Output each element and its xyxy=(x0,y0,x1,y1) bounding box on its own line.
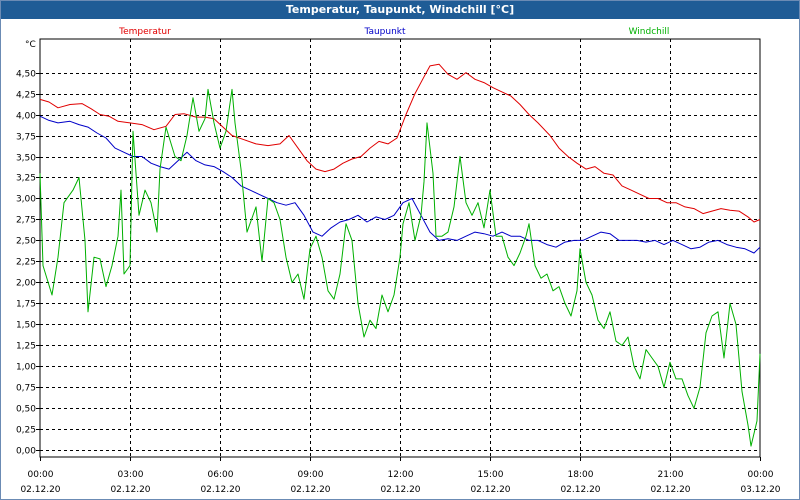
x-tick-date: 02.12.20 xyxy=(200,485,240,495)
y-tick-label: 4,50 xyxy=(16,70,36,80)
legend-label-taupunkt: Taupunkt xyxy=(363,27,406,37)
x-tick-date: 03.12.20 xyxy=(740,485,780,495)
y-tick-label: 1,50 xyxy=(16,321,36,331)
x-axis-ticks: 00:00 02.12.20 03:00 02.12.20 06:00 02.12.20 0… xyxy=(20,457,781,495)
y-tick-label: 3,25 xyxy=(16,174,36,184)
x-tick-time: 09:00 xyxy=(298,470,324,480)
x-tick-time: 03:00 xyxy=(118,470,144,480)
legend-label-temperatur: Temperatur xyxy=(118,27,171,37)
y-tick-label: 1,00 xyxy=(16,363,36,373)
y-tick-label: 1,25 xyxy=(16,342,36,352)
x-tick-time: 06:00 xyxy=(208,470,234,480)
series-lines xyxy=(39,63,761,447)
x-tick-date: 02.12.20 xyxy=(650,485,690,495)
y-tick-label: 2,75 xyxy=(16,216,36,226)
x-tick-date: 02.12.20 xyxy=(110,485,150,495)
x-tick-date: 02.12.20 xyxy=(380,485,420,495)
y-tick-label: 0,25 xyxy=(16,426,36,436)
y-tick-label: 3,00 xyxy=(16,195,36,205)
grid xyxy=(40,39,760,457)
x-tick-date: 02.12.20 xyxy=(560,485,600,495)
y-tick-label: 1,75 xyxy=(16,300,36,310)
x-tick-date: 02.12.20 xyxy=(470,485,510,495)
x-tick-time: 15:00 xyxy=(478,470,504,480)
x-tick-date: 02.12.20 xyxy=(20,485,60,495)
series-line-taupunkt xyxy=(39,115,761,254)
y-tick-label: 3,75 xyxy=(16,133,36,143)
y-tick-label: 4,25 xyxy=(16,91,36,101)
x-tick-time: 00:00 xyxy=(28,470,54,480)
y-tick-label: 3,50 xyxy=(16,154,36,164)
y-tick-label: 2,25 xyxy=(16,258,36,268)
y-tick-label: 2,00 xyxy=(16,279,36,289)
x-tick-time: 18:00 xyxy=(568,470,594,480)
y-tick-label: 0,00 xyxy=(16,447,36,457)
y-tick-label: 2,50 xyxy=(16,237,36,247)
x-tick-time: 00:00 xyxy=(748,470,774,480)
series-line-temperatur xyxy=(39,63,761,223)
x-tick-time: 21:00 xyxy=(658,470,684,480)
y-tick-label: 4,00 xyxy=(16,112,36,122)
x-tick-time: 12:00 xyxy=(388,470,414,480)
legend-label-windchill: Windchill xyxy=(629,27,670,37)
y-tick-label: 0,50 xyxy=(16,405,36,415)
y-axis-ticks: 0,00 0,25 0,50 0,75 1,00 1,25 1,50 1,75 2,00 2,25… xyxy=(16,70,40,457)
y-axis-unit: °C xyxy=(25,40,36,50)
y-tick-label: 0,75 xyxy=(16,384,36,394)
x-tick-date: 02.12.20 xyxy=(290,485,330,495)
series-line-windchill xyxy=(39,88,761,447)
chart-title: Temperatur, Taupunkt, Windchill [°C] xyxy=(1,1,799,19)
legend: Temperatur Taupunkt Windchill xyxy=(118,27,669,37)
